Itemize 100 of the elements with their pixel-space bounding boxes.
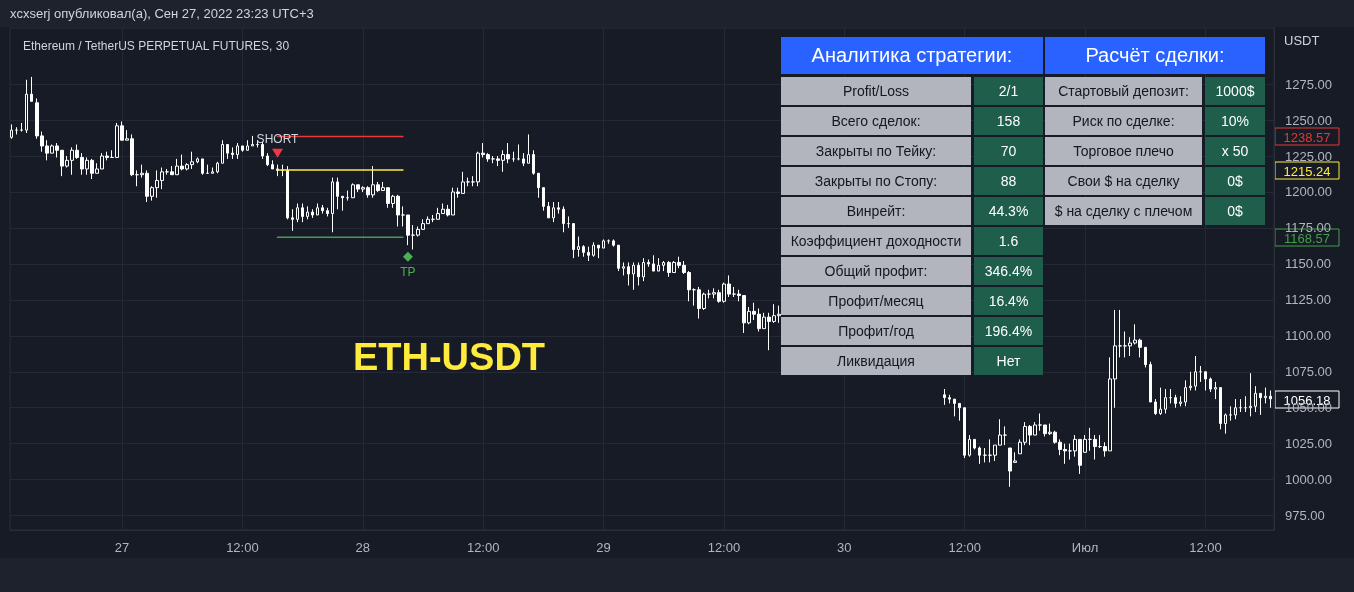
candlestick bbox=[211, 167, 214, 174]
candlestick bbox=[662, 260, 665, 272]
candlestick bbox=[1269, 389, 1272, 409]
candlestick bbox=[1179, 395, 1182, 407]
candlestick bbox=[306, 205, 309, 220]
candlestick bbox=[1164, 388, 1167, 414]
candlestick bbox=[602, 238, 605, 249]
y-tick-label: 1125.00 bbox=[1285, 292, 1332, 308]
candlestick bbox=[587, 246, 590, 262]
annotation: 346.4% bbox=[974, 257, 1043, 285]
candlestick bbox=[983, 447, 987, 463]
candlestick bbox=[517, 144, 520, 161]
text: Расчёт сделки: bbox=[1045, 37, 1265, 74]
candlestick bbox=[1224, 412, 1227, 435]
y-tick-label: 1275.00 bbox=[1285, 76, 1332, 92]
candlestick bbox=[271, 159, 274, 170]
candlestick bbox=[943, 388, 946, 406]
annotation: 1.6 bbox=[974, 227, 1043, 255]
candlestick bbox=[1229, 405, 1232, 422]
candlestick bbox=[1219, 387, 1222, 430]
candlestick bbox=[1204, 371, 1207, 391]
candlestick bbox=[1159, 387, 1162, 416]
candlestick bbox=[657, 257, 660, 272]
candlestick bbox=[10, 123, 13, 140]
x-tick-label: 27 bbox=[114, 540, 130, 555]
annotation: Всего сделок: bbox=[781, 107, 971, 135]
candlestick bbox=[562, 205, 565, 233]
candlestick bbox=[542, 187, 545, 212]
candlestick bbox=[261, 141, 264, 160]
annotation: Риск по сделке: bbox=[1045, 107, 1202, 135]
text: Аналитика стратегии: bbox=[781, 37, 1043, 74]
candlestick bbox=[577, 236, 580, 258]
annotation: 0$ bbox=[1205, 167, 1265, 195]
annotation: Закрыты по Стопу: bbox=[781, 167, 971, 195]
candlestick bbox=[1189, 371, 1192, 391]
candlestick bbox=[1209, 377, 1212, 393]
candlestick bbox=[216, 161, 219, 174]
candlestick bbox=[201, 158, 204, 176]
y-tick-label: 1150.00 bbox=[1285, 256, 1332, 272]
y-tick-label: 1225.00 bbox=[1285, 148, 1332, 164]
candlestick bbox=[196, 156, 199, 164]
candlestick bbox=[1144, 346, 1147, 368]
candlestick bbox=[301, 202, 304, 223]
series-label: TP bbox=[400, 264, 416, 279]
annotation: 196.4% bbox=[974, 317, 1043, 345]
candlestick bbox=[1149, 361, 1152, 403]
candlestick bbox=[1254, 385, 1257, 413]
candlestick bbox=[1003, 425, 1007, 446]
x-tick-label: 12:00 bbox=[707, 540, 741, 555]
candlestick bbox=[1259, 392, 1262, 416]
candlestick bbox=[642, 257, 645, 282]
candlestick bbox=[978, 446, 981, 465]
candlestick bbox=[326, 207, 329, 217]
candlestick bbox=[1194, 355, 1197, 391]
candlestick bbox=[291, 208, 294, 232]
annotation: 88 bbox=[974, 167, 1043, 195]
candlestick bbox=[1234, 398, 1237, 420]
annotation: 2/1 bbox=[974, 77, 1043, 105]
candlestick bbox=[532, 149, 535, 176]
candlestick bbox=[552, 201, 555, 223]
candlestick bbox=[612, 238, 615, 248]
annotation: Ликвидация bbox=[781, 347, 971, 375]
candlestick bbox=[336, 177, 339, 210]
series-label: SHORT bbox=[256, 131, 300, 146]
candlestick bbox=[316, 202, 319, 216]
x-tick-label: 12:00 bbox=[1189, 540, 1222, 555]
candlestick bbox=[241, 145, 244, 153]
annotation: 1000$ bbox=[1205, 77, 1265, 105]
y-tick-label: 1250.00 bbox=[1285, 112, 1332, 128]
candlestick bbox=[341, 195, 344, 212]
candlestick bbox=[572, 223, 575, 259]
candlestick bbox=[557, 201, 560, 215]
annotation: $ на сделку с плечом bbox=[1045, 197, 1202, 225]
x-tick-label: 28 bbox=[355, 540, 371, 555]
candlestick bbox=[321, 204, 324, 215]
annotation: x 50 bbox=[1205, 137, 1265, 165]
x-tick-label: 12:00 bbox=[226, 540, 259, 555]
candlestick bbox=[958, 402, 961, 422]
x-tick-label: 29 bbox=[596, 540, 611, 555]
text: Ethereum / TetherUS PERPETUAL FUTURES, 30 bbox=[23, 39, 290, 53]
annotation: 10% bbox=[1205, 107, 1265, 135]
y-tick-label: 1075.00 bbox=[1285, 364, 1332, 380]
candlestick bbox=[1174, 394, 1177, 409]
x-tick-label: 30 bbox=[837, 540, 852, 555]
annotation: Профит/год bbox=[781, 317, 971, 345]
x-tick-label: 12:00 bbox=[948, 540, 981, 555]
text: xcxserj опубликовал(а), Сен 27, 2022 23:23 UTC+3 bbox=[10, 6, 314, 21]
candlestick bbox=[30, 76, 33, 102]
annotation: Закрыты по Тейку: bbox=[781, 137, 971, 165]
annotation: 70 bbox=[974, 137, 1043, 165]
annotation: Profit/Loss bbox=[781, 77, 971, 105]
candlestick bbox=[597, 244, 600, 259]
candlestick bbox=[527, 133, 530, 164]
candlestick bbox=[637, 261, 640, 286]
annotation: Профит/месяц bbox=[781, 287, 971, 315]
candlestick bbox=[647, 259, 650, 268]
candlestick bbox=[1249, 372, 1252, 417]
candlestick bbox=[1199, 365, 1202, 383]
candlestick bbox=[1154, 398, 1157, 416]
text: 1215.24 bbox=[1283, 163, 1331, 179]
